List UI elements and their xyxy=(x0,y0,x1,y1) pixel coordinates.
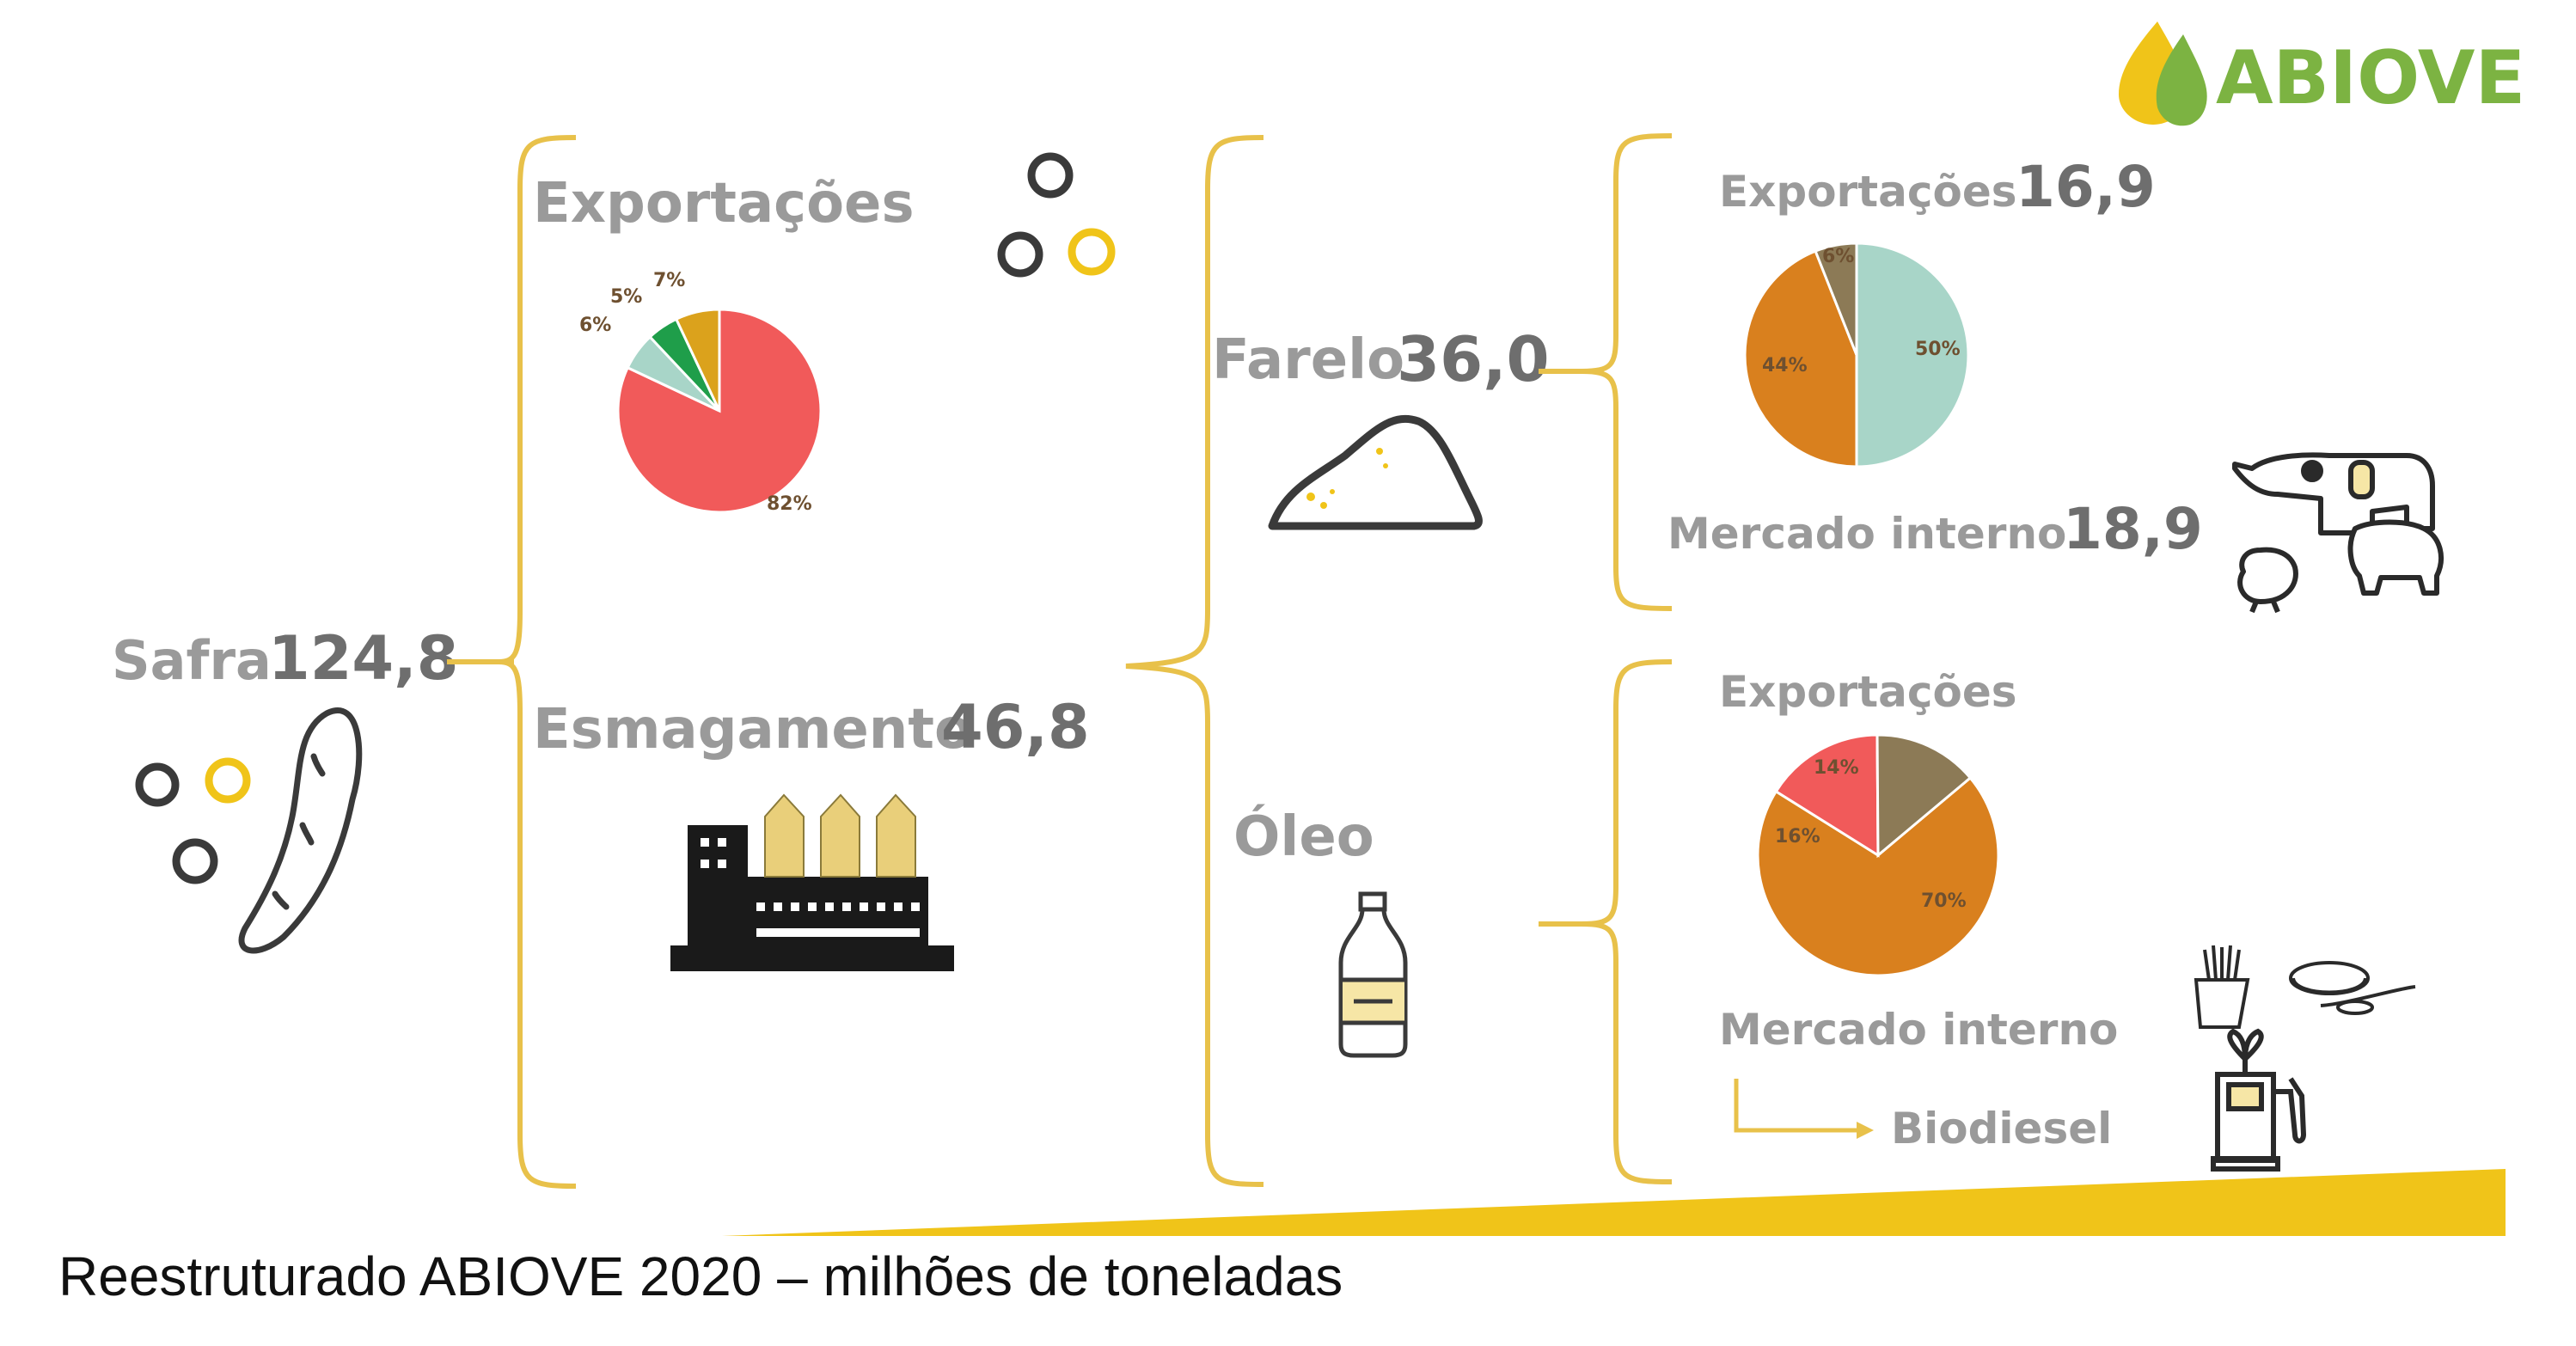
pie3-slice-70 xyxy=(1756,775,2000,977)
farelo-mercado-value: 18,9 xyxy=(2063,496,2203,562)
grao-exportacoes-label: Exportações xyxy=(533,172,915,236)
food-icon xyxy=(2194,945,2416,1029)
meal-pile-icon xyxy=(1268,414,1483,530)
pie2-label-6: 6% xyxy=(1822,246,1854,267)
bean-circles-icon xyxy=(135,757,251,884)
pie3-label-70: 70% xyxy=(1921,890,1967,912)
fuel-pump-icon xyxy=(2211,1028,2307,1172)
pie2-slice-6 xyxy=(1814,242,1858,356)
biodiesel-arrow xyxy=(1734,1079,1857,1133)
grao-exportacoes-pie xyxy=(616,308,823,514)
bracket-1 xyxy=(498,135,577,1189)
factory-silo-icon xyxy=(670,793,954,971)
pie1-label-6: 6% xyxy=(579,315,611,336)
oleo-exportacoes-pie xyxy=(1756,733,2000,977)
pie3-slice-16 xyxy=(1774,733,1880,858)
pie2-slice-50 xyxy=(1855,242,1970,468)
oleo-exportacoes-label: Exportações xyxy=(1719,667,2017,717)
logo-drop-icon xyxy=(2119,21,2207,126)
farelo-exportacoes-label: Exportações xyxy=(1719,167,2017,217)
oil-bottle-icon xyxy=(1338,891,1408,1058)
bracket-2 xyxy=(1125,135,1264,1187)
farelo-value: 36,0 xyxy=(1397,323,1550,395)
pie2-label-44: 44% xyxy=(1762,355,1808,376)
abiove-logo: ABIOVE xyxy=(2119,21,2525,126)
esmagamento-value: 46,8 xyxy=(941,692,1090,762)
oleo-label: Óleo xyxy=(1233,804,1374,869)
pie2-label-50: 50% xyxy=(1915,339,1961,360)
safra-value: 124,8 xyxy=(268,623,458,694)
farelo-label: Farelo xyxy=(1212,328,1404,392)
biodiesel-label: Biodiesel xyxy=(1891,1104,2112,1153)
pie3-label-16: 16% xyxy=(1775,826,1820,847)
arrow-head-icon xyxy=(1857,1122,1874,1139)
pie3-label-14: 14% xyxy=(1814,757,1859,779)
oleo-mercado-label: Mercado interno xyxy=(1719,1005,2118,1055)
farelo-exportacoes-pie xyxy=(1743,242,1970,468)
livestock-icon xyxy=(2232,452,2444,614)
pie1-label-5: 5% xyxy=(610,286,642,308)
esmagamento-label: Esmagamento xyxy=(533,698,972,762)
soybean-pod-icon xyxy=(238,707,363,954)
farelo-exportacoes-value: 16,9 xyxy=(2016,154,2156,220)
pie2-slice-44 xyxy=(1743,249,1858,468)
caption: Reestruturado ABIOVE 2020 – milhões de t… xyxy=(58,1245,1343,1307)
bracket-3 xyxy=(1581,133,1673,611)
safra-label: Safra xyxy=(112,629,272,692)
bracket-4 xyxy=(1581,659,1673,1184)
yellow-wedge xyxy=(722,1169,2506,1236)
pie1-label-7: 7% xyxy=(653,270,685,291)
pie1-slice-82 xyxy=(616,308,823,514)
pie1-slice-7 xyxy=(674,308,721,412)
farelo-mercado-label: Mercado interno xyxy=(1667,509,2066,559)
pie1-label-82: 82% xyxy=(767,493,812,515)
logo-text: ABIOVE xyxy=(2216,35,2525,121)
pie3-slice-14 xyxy=(1875,733,1973,859)
bean-circles-top-icon xyxy=(997,152,1116,278)
